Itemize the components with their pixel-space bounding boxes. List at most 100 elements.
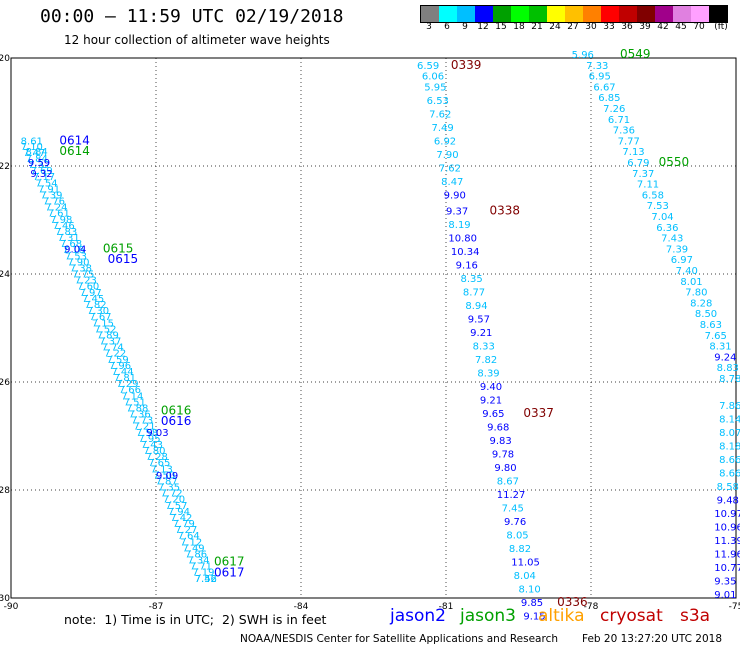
pass-time-label: 0616 [161,403,192,417]
y-tick-label: -26 [0,378,10,388]
track-value-mark: 7.30 [87,306,109,317]
color-tick-label: 30 [585,22,597,32]
wave-height-label: 10.96 [714,523,740,534]
track-value-mark: 7.44 [111,367,133,378]
color-swatch-6 [529,6,547,22]
track-value-mark: 7.66 [119,385,141,396]
wave-height-label: 8.18 [719,442,740,453]
wave-height-label: 8.58 [717,482,739,493]
wave-height-label: 9.40 [480,382,502,393]
track-value-mark: 7.72 [160,489,182,500]
track-value-mark: 7.51 [124,397,146,408]
track-value-mark: 7.32 [28,160,50,171]
wave-height-label: 8.63 [700,320,722,331]
wave-height-label: 7.33 [586,61,608,72]
track-value-mark: 7.79 [173,519,195,530]
wave-height-label: 8.31 [709,342,731,353]
track-value-mark: 7.10 [21,142,43,153]
wave-height-label: 8.84 [26,147,48,158]
track-value-mark: 7.43 [141,440,163,451]
pass-time-label: 0615 [108,252,139,266]
wave-height-label: 7.90 [436,150,458,161]
color-tick-label: 6 [444,22,450,32]
y-tick-label: -28 [0,486,10,496]
track-value-mark: 7.46 [53,221,75,232]
color-tick-label: 42 [657,22,669,32]
pass-time-label: 0614 [59,133,90,147]
wave-height-label: 6.58 [642,190,664,201]
track-value-mark: 7.69 [30,166,52,177]
color-tick-label: 39 [639,22,651,32]
wave-height-label: 6.85 [598,93,620,104]
wave-height-label: 11.96 [714,550,740,561]
track-value-mark: 7.45 [82,294,104,305]
track-value-mark: 7.27 [175,525,197,536]
y-tick-label: -24 [0,270,10,280]
wave-height-label: 8.61 [21,136,43,147]
track-value-mark: 7.94 [168,507,190,518]
wave-height-label: 8.83 [717,363,739,374]
track-value-mark: 7.71 [190,562,212,573]
wave-height-label: 10.77 [714,563,740,574]
pass-time-label: 0550 [659,155,690,169]
pass-time-label: 0617 [214,555,245,569]
color-tick-label: 45 [675,22,687,32]
track-value-mark: 7.88 [126,403,148,414]
wave-height-label: 8.35 [461,274,483,285]
color-swatch-3 [475,6,493,22]
pass-time-label: 0337 [523,406,554,420]
pass-time-label: 0615 [103,241,134,255]
wave-height-label: 6.79 [627,158,649,169]
wave-height-label: 6.95 [589,72,611,83]
track-value-mark: 7.87 [155,476,177,487]
color-tick-label: 33 [603,22,615,32]
track-value-mark: 7.15 [92,318,114,329]
credit-text: NOAA/NESDIS Center for Satellite Applica… [240,633,558,645]
track-value-mark: 7.57 [165,501,187,512]
wave-height-label: 8.94 [465,301,487,312]
wave-height-label: 9.09 [156,471,178,482]
wave-height-label: 7.86 [719,401,740,412]
wave-height-label: 7.80 [685,288,707,299]
track-value-mark: 7.98 [50,215,72,226]
wave-height-label: 11.39 [714,536,740,547]
track-value-mark: 7.74 [102,343,124,354]
generated-timestamp: Feb 20 13:27:20 UTC 2018 [582,633,722,645]
wave-height-label: 7.37 [632,169,654,180]
color-scale-ticks: 3 6 9 12 15 18 21 24 27 30 33 36 39 42 45 70 (ft) [420,22,740,34]
satellite-legend-jason3: jason3 [460,606,516,626]
track-value-mark: 7.59 [106,355,128,366]
pass-time-label: 0338 [490,204,521,218]
wave-height-label: 10.80 [448,234,477,245]
wave-height-label: 6.71 [608,115,630,126]
track-value-mark: 7.97 [79,288,101,299]
track-value-mark: 7.35 [158,483,180,494]
pass-time-label: 0549 [620,47,651,61]
wave-height-label: 9.32 [30,169,52,180]
wave-height-label: 7.82 [475,355,497,366]
x-tick-label: -75 [729,602,740,612]
track-value-mark: 7.96 [109,361,131,372]
wave-height-label: 9.48 [717,496,739,507]
wave-height-label: 8.39 [477,369,499,380]
satellite-legend-cryosat: cryosat [600,606,663,626]
wave-height-label: 5.96 [572,50,594,61]
track-value-mark: 7.14 [121,391,143,402]
wave-height-label: 10.97 [714,509,740,520]
y-tick-label: -22 [0,162,10,172]
wave-height-label: 9.16 [456,261,478,272]
wave-height-label: 7.43 [661,234,683,245]
satellite-legend-altika: altika [538,606,585,626]
track-value-mark: 7.49 [182,543,204,554]
wave-height-label: 7.04 [651,212,673,223]
color-swatch-1 [439,6,457,22]
x-tick-label: -87 [149,602,164,612]
track-value-mark: 7.65 [148,458,170,469]
track-value-mark: 7.39 [40,190,62,201]
color-tick-label: 12 [477,22,489,32]
wave-height-label: 7.11 [637,180,659,191]
wave-height-label: 9.21 [470,328,492,339]
wave-height-label: 8.10 [519,585,541,596]
wave-height-label: 8.50 [695,309,717,320]
